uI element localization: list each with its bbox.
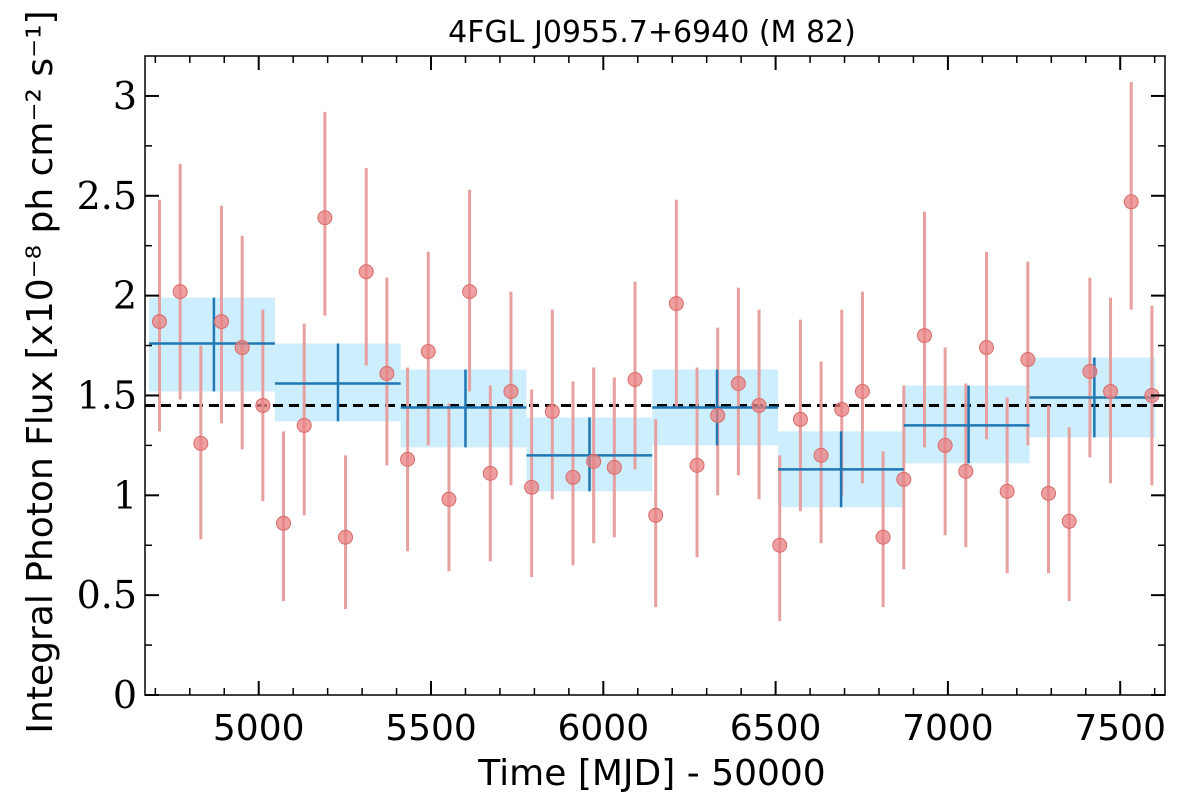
monthly-point xyxy=(358,264,374,280)
monthly-point xyxy=(937,437,953,453)
monthly-point xyxy=(400,451,416,467)
y-tick-label: 2 xyxy=(113,274,137,318)
monthly-point xyxy=(916,328,932,344)
monthly-point xyxy=(544,403,560,419)
monthly-point xyxy=(730,375,746,391)
y-axis-label: Integral Photon Flux [x10⁻⁸ ph cm⁻² s⁻¹] xyxy=(20,10,61,733)
monthly-point xyxy=(792,411,808,427)
monthly-point xyxy=(172,284,188,300)
y-tick-label: 0 xyxy=(113,673,137,717)
monthly-point xyxy=(1123,194,1139,210)
monthly-point xyxy=(524,479,540,495)
y-tick-label: 2.5 xyxy=(77,174,137,218)
monthly-point xyxy=(1103,383,1119,399)
monthly-point xyxy=(234,340,250,356)
x-tick-label: 6500 xyxy=(730,708,822,749)
monthly-point xyxy=(606,459,622,475)
monthly-point xyxy=(317,210,333,226)
monthly-point xyxy=(668,296,684,312)
monthly-point xyxy=(193,435,209,451)
monthly-point xyxy=(296,417,312,433)
monthly-point xyxy=(420,344,436,360)
y-tick-label: 1 xyxy=(113,473,137,517)
monthly-point xyxy=(834,401,850,417)
monthly-point xyxy=(689,457,705,473)
monthly-point xyxy=(1082,364,1098,380)
monthly-point xyxy=(710,407,726,423)
monthly-point xyxy=(276,515,292,531)
monthly-point xyxy=(379,366,395,382)
monthly-point xyxy=(813,447,829,463)
y-tick-label: 3 xyxy=(113,74,137,118)
monthly-point xyxy=(627,371,643,387)
y-tick-label: 1.5 xyxy=(77,373,137,417)
chart-title: 4FGL J0955.7+6940 (M 82) xyxy=(448,15,856,50)
monthly-point xyxy=(586,453,602,469)
monthly-point xyxy=(214,314,229,330)
monthly-point xyxy=(958,463,974,479)
y-tick-label: 0.5 xyxy=(77,573,137,617)
monthly-point xyxy=(151,314,167,330)
monthly-point xyxy=(896,471,912,487)
x-tick-label: 6000 xyxy=(557,708,649,749)
x-tick-label: 7000 xyxy=(902,708,994,749)
x-axis-label: Time [MJD] - 50000 xyxy=(477,753,825,794)
monthly-point xyxy=(338,529,354,545)
x-tick-label: 5000 xyxy=(213,708,305,749)
monthly-point xyxy=(1061,513,1077,529)
monthly-point xyxy=(565,469,581,485)
monthly-point xyxy=(648,507,664,523)
monthly-point xyxy=(999,483,1015,499)
monthly-point xyxy=(255,397,271,413)
plot-frame xyxy=(144,55,1166,696)
x-tick-label: 7500 xyxy=(1074,708,1166,749)
plot-area xyxy=(145,81,1165,622)
monthly-point xyxy=(772,537,788,553)
monthly-point xyxy=(1020,352,1036,368)
monthly-point xyxy=(854,383,870,399)
monthly-point xyxy=(979,340,994,356)
x-tick-label: 5500 xyxy=(385,708,477,749)
monthly-point xyxy=(462,284,478,300)
monthly-point xyxy=(482,465,498,481)
axes: 5000 5500 6000 6500 7000 7500 0 0.5 1 1.5 2 2.5 3 xyxy=(77,55,1166,749)
monthly-point xyxy=(751,397,767,413)
monthly-point xyxy=(441,491,457,507)
monthly-point xyxy=(875,529,891,545)
monthly-point xyxy=(503,383,519,399)
monthly-point xyxy=(1041,485,1057,501)
